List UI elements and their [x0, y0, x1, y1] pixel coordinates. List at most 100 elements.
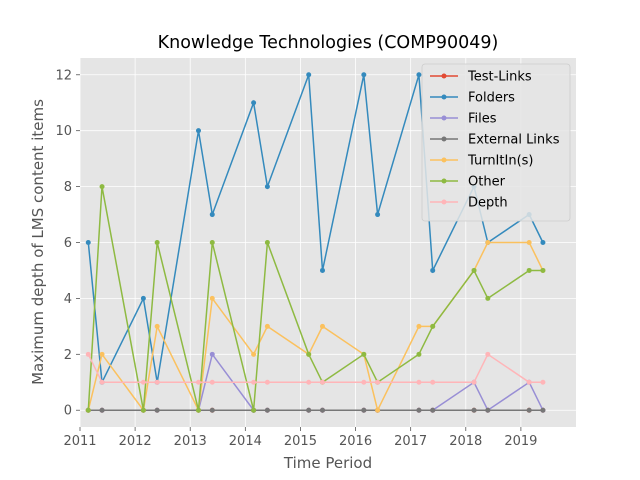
data-point-turnitin-s: [319, 323, 325, 329]
legend: Test-Links Folders Files External Links Turn…: [421, 63, 571, 222]
data-point-folders: [209, 212, 215, 218]
data-point-turnitin-s: [485, 240, 491, 245]
x-tick-label: 2016: [339, 434, 372, 449]
data-point-depth: [361, 379, 367, 385]
data-point-depth: [251, 379, 257, 385]
legend-label: Depth: [468, 196, 508, 211]
data-point-other: [99, 184, 105, 190]
data-point-turnitin-s: [154, 323, 160, 329]
legend-marker: [441, 73, 447, 79]
x-axis-title: Time Period: [283, 454, 372, 472]
series-other: [85, 184, 546, 413]
data-point-turnitin-s: [416, 323, 422, 329]
data-point-external-links: [485, 407, 491, 413]
legend-item: Other: [430, 175, 506, 190]
x-tick-label: 2013: [174, 434, 207, 449]
data-point-folders: [264, 184, 270, 190]
x-tick-label: 2012: [119, 434, 152, 449]
data-point-depth: [209, 379, 215, 385]
data-point-folders: [319, 267, 325, 273]
data-point-depth: [416, 379, 422, 385]
data-point-external-links: [264, 407, 270, 413]
data-point-depth: [140, 379, 146, 385]
data-point-folders: [195, 128, 201, 134]
data-point-folders: [540, 240, 546, 245]
y-tick-label: 8: [64, 180, 72, 195]
data-point-turnitin-s: [375, 407, 381, 413]
y-tick-label: 0: [64, 404, 72, 419]
legend-box: [421, 63, 571, 222]
data-point-folders: [375, 212, 381, 218]
legend-marker: [441, 136, 447, 142]
legend-label: Test-Links: [467, 70, 532, 85]
x-axis-ticks: 2011 2012 2013 2014 2015 2016 2017 2018 2019: [63, 427, 537, 449]
data-point-external-links: [430, 407, 436, 413]
legend-label: Folders: [468, 91, 515, 106]
data-point-depth: [264, 379, 270, 385]
legend-marker: [441, 178, 447, 184]
data-point-turnitin-s: [251, 351, 257, 357]
data-point-folders: [416, 72, 422, 78]
x-tick-label: 2015: [284, 434, 317, 449]
data-point-other: [430, 323, 436, 329]
data-point-other: [540, 267, 546, 273]
data-point-folders: [85, 240, 91, 245]
data-point-external-links: [209, 407, 215, 413]
data-point-external-links: [306, 407, 312, 413]
legend-marker: [441, 94, 447, 100]
legend-marker: [441, 157, 447, 163]
data-point-depth: [99, 379, 105, 385]
legend-label: Other: [468, 175, 506, 190]
data-point-external-links: [540, 407, 546, 413]
series-line-turnitin-s: [87, 241, 544, 413]
data-point-depth: [526, 379, 532, 385]
y-tick-label: 4: [64, 292, 72, 307]
y-tick-label: 12: [55, 68, 72, 83]
data-point-turnitin-s: [264, 323, 270, 329]
legend-item: Folders: [430, 91, 515, 106]
data-point-depth: [540, 379, 546, 385]
data-point-other: [526, 267, 532, 273]
data-point-other: [251, 407, 257, 413]
data-point-folders: [251, 100, 257, 106]
data-point-files: [209, 351, 215, 357]
x-tick-label: 2018: [449, 434, 482, 449]
data-point-folders: [140, 295, 146, 301]
data-point-folders: [430, 267, 436, 273]
x-tick-label: 2014: [229, 434, 262, 449]
data-point-other: [85, 407, 91, 413]
series-line-other: [87, 186, 543, 411]
chart-title: Knowledge Technologies (COMP90049): [158, 33, 499, 53]
legend-label: Files: [468, 112, 497, 127]
data-point-external-links: [99, 407, 105, 413]
data-point-depth: [319, 379, 325, 385]
data-point-depth: [430, 379, 436, 385]
data-point-other: [140, 407, 146, 413]
data-point-depth: [471, 379, 477, 385]
data-point-other: [154, 240, 160, 245]
data-point-turnitin-s: [99, 351, 105, 357]
data-point-external-links: [319, 407, 325, 413]
legend-marker: [441, 199, 447, 205]
legend-label: External Links: [468, 133, 560, 148]
data-point-external-links: [361, 407, 367, 413]
data-point-external-links: [471, 407, 477, 413]
data-point-depth: [85, 351, 91, 357]
data-point-other: [471, 267, 477, 273]
data-point-other: [416, 351, 422, 357]
data-point-other: [306, 351, 312, 357]
series-lines: [85, 72, 546, 413]
data-point-folders: [306, 72, 312, 78]
x-tick-label: 2011: [63, 434, 96, 449]
data-point-other: [361, 351, 367, 357]
legend-item: Files: [430, 112, 497, 127]
data-point-other: [209, 240, 215, 245]
data-point-turnitin-s: [209, 295, 215, 301]
data-point-depth: [154, 379, 160, 385]
data-point-external-links: [526, 407, 532, 413]
y-tick-label: 2: [64, 348, 72, 363]
series-depth: [85, 351, 546, 385]
data-point-turnitin-s: [526, 240, 532, 245]
data-point-depth: [306, 379, 312, 385]
